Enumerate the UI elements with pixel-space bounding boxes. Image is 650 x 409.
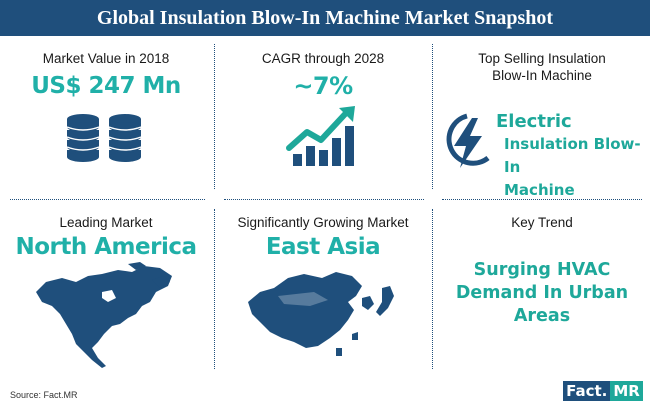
growing-market-label: Significantly Growing Market: [237, 215, 409, 230]
growth-chart-icon: [286, 106, 355, 166]
market-value-cell: Market Value in 2018 US$ 247 Mn: [0, 50, 212, 167]
leading-market-cell: Leading Market North America: [0, 214, 212, 260]
leading-market-value: North America: [15, 234, 197, 260]
north-america-map-icon: [36, 262, 172, 368]
leading-market-label: Leading Market: [59, 215, 153, 230]
page-title: Global Insulation Blow-In Machine Market…: [0, 0, 650, 36]
lightning-bolt-icon: [446, 113, 490, 168]
key-trend-value-line2: Demand In Urban: [455, 283, 629, 303]
top-selling-label-line1: Top Selling Insulation: [478, 51, 606, 66]
cagr-cell: CAGR through 2028 ~7%: [216, 50, 430, 168]
logo-part2: MR: [610, 381, 643, 401]
fact-mr-logo: Fact. MR: [563, 380, 643, 402]
key-trend-value-line1: Surging HVAC: [473, 260, 611, 280]
source-note: Source: Fact.MR: [10, 390, 78, 400]
top-selling-label-line2: Blow-In Machine: [492, 68, 592, 83]
key-trend-cell: Key Trend Surging HVAC Demand In Urban A…: [434, 214, 650, 328]
divider-horizontal-left: [10, 199, 205, 200]
market-value-label: Market Value in 2018: [42, 51, 170, 66]
top-selling-value-line1: Electric: [496, 111, 572, 132]
coins-stack-icon: [66, 114, 142, 162]
growing-market-cell: Significantly Growing Market East Asia: [216, 214, 430, 260]
key-trend-value-line3: Areas: [513, 306, 571, 326]
divider-vertical-right: [432, 44, 433, 189]
top-selling-value: Electric Insulation Blow-In Machine: [496, 110, 646, 202]
divider-vertical-left: [214, 44, 215, 189]
logo-part1: Fact.: [563, 381, 611, 401]
east-asia-map-icon: [248, 272, 394, 356]
cagr-label: CAGR through 2028: [261, 51, 385, 66]
divider-horizontal-middle: [224, 199, 424, 200]
divider-vertical-left-bottom: [214, 209, 215, 369]
growing-market-value: East Asia: [265, 234, 381, 260]
cagr-value: ~7%: [293, 72, 353, 100]
divider-horizontal-right: [442, 199, 642, 200]
top-selling-value-line3: Machine: [504, 181, 575, 199]
market-value-value: US$ 247 Mn: [31, 73, 181, 99]
page-title-text: Global Insulation Blow-In Machine Market…: [96, 6, 554, 29]
top-selling-cell: Top Selling Insulation Blow-In Machine: [434, 50, 650, 84]
top-selling-value-line2: Insulation Blow-In: [504, 135, 641, 176]
key-trend-label: Key Trend: [511, 215, 573, 230]
divider-vertical-right-bottom: [432, 209, 433, 369]
